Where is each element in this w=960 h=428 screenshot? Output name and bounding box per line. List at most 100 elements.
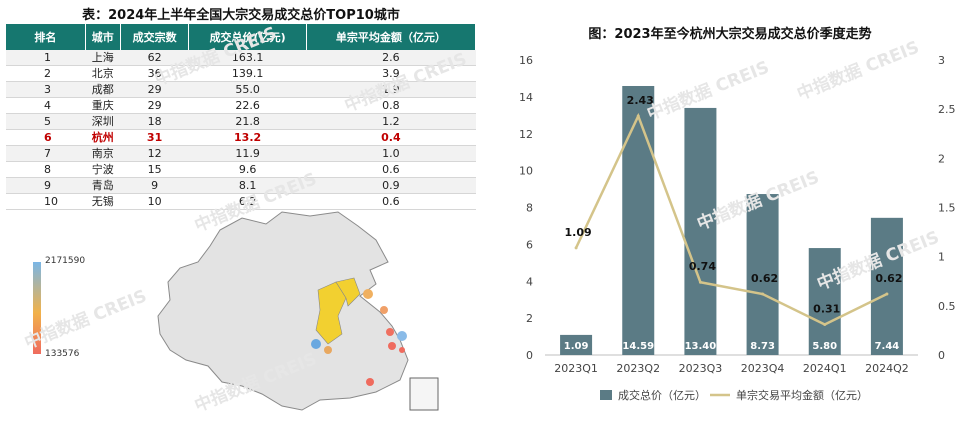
x-tick-label: 2024Q1 xyxy=(803,362,847,375)
table-cell: 2.6 xyxy=(306,50,476,66)
bar xyxy=(560,334,593,355)
line-value-label: 0.74 xyxy=(689,260,716,273)
table-cell: 9 xyxy=(120,177,189,194)
x-tick-label: 2023Q2 xyxy=(616,362,660,375)
map-legend-bar xyxy=(33,262,41,354)
table-cell: 15 xyxy=(120,161,189,178)
y-axis-left: 0 2 4 6 8 10 12 14 16 xyxy=(519,54,533,362)
y2-tick-label: 2.5 xyxy=(938,103,956,116)
y-tick-label: 16 xyxy=(519,54,533,67)
table-cell: 杭州 xyxy=(85,129,121,146)
table-cell: 10 xyxy=(6,193,86,210)
table-cell: 163.1 xyxy=(188,50,307,66)
table-cell: 1.2 xyxy=(306,113,476,130)
table-cell: 4 xyxy=(6,97,86,114)
y-tick-label: 6 xyxy=(526,238,533,251)
line-value-label: 0.62 xyxy=(875,272,902,285)
bar xyxy=(808,248,841,355)
china-map xyxy=(20,210,480,422)
bar xyxy=(870,217,903,355)
table-cell: 深圳 xyxy=(85,113,121,130)
table-cell: 2 xyxy=(6,65,86,82)
table-row: 2 北京 36 139.1 3.9 xyxy=(6,65,476,82)
legend-label-line: 单宗交易平均金额（亿元） xyxy=(736,388,868,402)
table-header-cell: 成交总价(亿元) xyxy=(188,24,307,50)
china-outline xyxy=(157,211,409,411)
table-cell: 11.9 xyxy=(188,145,307,162)
line-value-label: 2.43 xyxy=(627,94,654,107)
table-cell: 0.6 xyxy=(306,193,476,210)
bar-series: 1.09 14.59 13.40 8.73 5.80 7.44 xyxy=(560,85,903,355)
table-title: 表：2024年上半年全国大宗交易成交总价TOP10城市 xyxy=(82,8,400,23)
table-cell: 重庆 xyxy=(85,97,121,114)
x-axis: 2023Q1 2023Q2 2023Q3 2023Q4 2024Q1 2024Q2 xyxy=(554,362,908,375)
line-point xyxy=(885,292,889,296)
table-cell: 6.2 xyxy=(188,193,307,210)
table-header-row: 排名 城市 成交宗数 成交总价(亿元) 单宗平均金额（亿元） xyxy=(6,24,477,50)
table-cell: 139.1 xyxy=(188,65,307,82)
table-cell: 9 xyxy=(6,177,86,194)
table-cell: 12 xyxy=(120,145,189,162)
table-header-cell: 排名 xyxy=(6,24,86,50)
table-cell: 18 xyxy=(120,113,189,130)
table-cell: 0.6 xyxy=(306,161,476,178)
table-row: 8 宁波 15 9.6 0.6 xyxy=(6,161,476,178)
table-cell: 宁波 xyxy=(85,161,121,178)
y2-tick-label: 1.5 xyxy=(938,202,956,215)
marker-beijing xyxy=(363,289,373,299)
bar-value-label: 1.09 xyxy=(564,341,589,352)
y-tick-label: 4 xyxy=(526,275,533,288)
line-point xyxy=(761,292,765,296)
table-cell: 青岛 xyxy=(85,177,121,194)
table-cell: 31 xyxy=(120,129,189,146)
china-map-svg xyxy=(157,211,439,411)
table-cell: 8 xyxy=(6,161,86,178)
table-cell: 9.6 xyxy=(188,161,307,178)
table-cell: 55.0 xyxy=(188,81,307,98)
bar-value-label: 14.59 xyxy=(622,341,654,352)
table-cell: 1.0 xyxy=(306,145,476,162)
bar-value-label: 13.40 xyxy=(685,341,717,352)
table-cell: 29 xyxy=(120,97,189,114)
table-cell: 13.2 xyxy=(188,129,307,146)
table-cell: 北京 xyxy=(85,65,121,82)
table-row: 4 重庆 29 22.6 0.8 xyxy=(6,97,476,114)
table-header-cell: 成交宗数 xyxy=(120,24,190,50)
y-tick-label: 14 xyxy=(519,91,533,104)
y-tick-label: 12 xyxy=(519,128,533,141)
table-row: 6 杭州 31 13.2 0.4 xyxy=(6,129,476,146)
table-cell: 10 xyxy=(120,193,189,210)
marker-shanghai xyxy=(397,331,407,341)
table-cell: 21.8 xyxy=(188,113,307,130)
bar xyxy=(684,107,717,355)
table-cell: 22.6 xyxy=(188,97,307,114)
y2-tick-label: 1 xyxy=(938,251,945,264)
x-tick-label: 2023Q3 xyxy=(679,362,723,375)
table-row: 1 上海 62 163.1 2.6 xyxy=(6,50,476,66)
province-inner-yellow xyxy=(335,277,361,307)
y2-tick-label: 2 xyxy=(938,152,945,165)
table-header-cell: 城市 xyxy=(85,24,121,50)
table-cell: 南京 xyxy=(85,145,121,162)
bar-value-label: 8.73 xyxy=(750,341,775,352)
map-legend-max: 2171590 xyxy=(45,256,86,266)
table-row: 3 成都 29 55.0 1.9 xyxy=(6,81,476,98)
marker-chengdu xyxy=(311,339,321,349)
bar xyxy=(746,194,779,355)
line-value-label: 0.62 xyxy=(751,272,778,285)
table-cell: 0.4 xyxy=(306,129,476,146)
line-value-label: 1.09 xyxy=(565,226,592,239)
table-cell: 1.9 xyxy=(306,81,476,98)
table-cell: 5 xyxy=(6,113,86,130)
table-cell: 1 xyxy=(6,50,86,66)
chart-title: 图：2023年至今杭州大宗交易成交总价季度走势 xyxy=(588,26,871,42)
table-row: 7 南京 12 11.9 1.0 xyxy=(6,145,476,162)
y2-tick-label: 3 xyxy=(938,54,945,67)
marker-nanjing xyxy=(386,328,394,336)
bar-value-label: 7.44 xyxy=(875,341,900,352)
y2-tick-label: 0.5 xyxy=(938,300,956,313)
marker-hangzhou xyxy=(388,342,396,350)
table-row: 10 无锡 10 6.2 0.6 xyxy=(6,193,476,210)
table-cell: 3 xyxy=(6,81,86,98)
